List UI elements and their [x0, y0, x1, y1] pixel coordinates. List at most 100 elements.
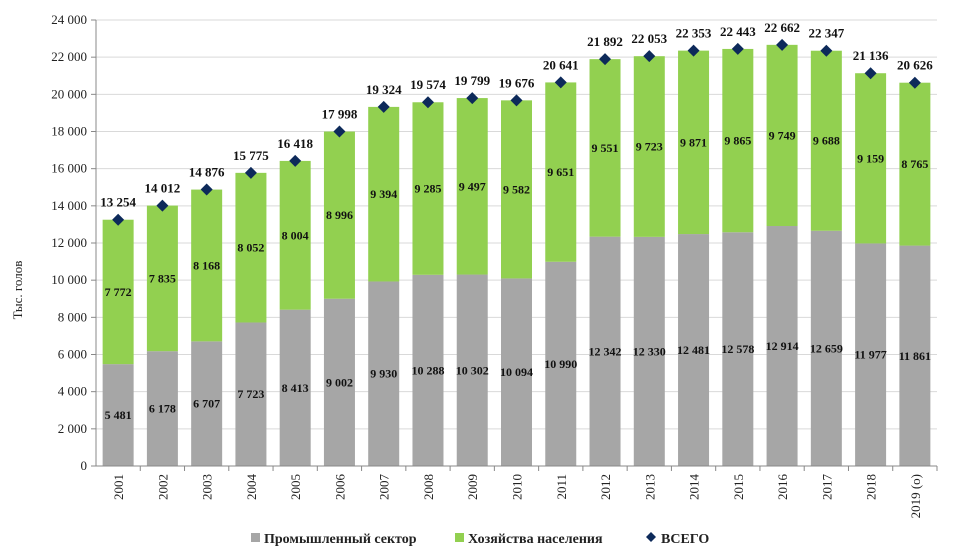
y-tick-label: 0 — [81, 458, 88, 473]
x-tick-label: 2004 — [244, 474, 259, 501]
label-industrial: 6 178 — [149, 402, 176, 416]
bar-industrial — [899, 245, 931, 466]
y-tick-label: 2 000 — [58, 421, 87, 436]
bar-industrial — [146, 351, 178, 466]
label-industrial: 10 302 — [456, 363, 489, 377]
y-tick-label: 16 000 — [51, 161, 87, 176]
total-marker — [731, 42, 744, 55]
y-tick-label: 6 000 — [58, 347, 87, 362]
label-industrial: 6 707 — [193, 397, 220, 411]
total-marker — [421, 96, 434, 109]
total-marker — [510, 94, 523, 107]
total-marker — [156, 199, 169, 212]
label-total: 13 254 — [100, 195, 136, 210]
x-tick-label: 2006 — [332, 474, 347, 501]
y-tick-label: 20 000 — [51, 86, 87, 101]
x-tick-label: 2018 — [864, 474, 879, 500]
label-total: 21 892 — [587, 34, 623, 49]
x-tick-label: 2003 — [200, 474, 215, 500]
bar-households — [678, 50, 710, 235]
label-industrial: 12 330 — [633, 344, 666, 358]
x-tick-label: 2015 — [731, 474, 746, 500]
bar-industrial — [102, 364, 134, 466]
bar-households — [589, 59, 621, 237]
x-tick-label: 2016 — [775, 474, 790, 501]
axes: 0 2 000 4 000 6 000 8 000 10 000 12 000 14 000 1… — [51, 12, 938, 518]
bar-households — [501, 100, 532, 279]
label-industrial: 8 413 — [282, 381, 309, 395]
total-marker — [289, 154, 302, 167]
total-marker — [776, 38, 789, 51]
bar-households — [412, 102, 444, 275]
label-households: 8 052 — [237, 241, 264, 255]
bar-industrial — [855, 243, 887, 466]
x-tick-label: 2019 (о) — [908, 474, 923, 518]
total-marker — [820, 44, 833, 57]
label-households: 7 835 — [149, 271, 176, 285]
bar-households — [146, 205, 178, 352]
data-labels: 5 481 7 772 13 254 6 178 7 835 14 012 6 707 8 1… — [100, 20, 933, 422]
x-tick-label: 2009 — [465, 474, 480, 500]
x-tick-label: 2017 — [819, 474, 834, 501]
legend-swatch-industrial — [251, 533, 260, 542]
bar-industrial — [456, 274, 488, 466]
label-industrial: 10 288 — [411, 363, 444, 377]
label-total: 20 641 — [543, 57, 579, 72]
x-tick-label: 2007 — [377, 474, 392, 501]
label-households: 7 772 — [105, 285, 132, 299]
total-marker — [244, 166, 257, 179]
bar-households — [456, 98, 488, 275]
bar-households — [855, 73, 887, 244]
label-households: 9 551 — [592, 141, 619, 155]
bar-industrial — [678, 234, 710, 466]
bar-industrial — [235, 322, 267, 466]
x-tick-label: 2013 — [642, 474, 657, 500]
label-industrial: 7 723 — [237, 387, 264, 401]
legend-label-households: Хозяйства населения — [468, 532, 603, 547]
x-tick-label: 2002 — [155, 474, 170, 500]
x-tick-label: 2010 — [510, 474, 525, 500]
bars — [102, 44, 931, 466]
label-households: 8 996 — [326, 208, 353, 222]
label-total: 21 136 — [853, 48, 889, 63]
total-marker — [333, 125, 346, 138]
label-households: 9 749 — [769, 128, 796, 142]
label-industrial: 11 861 — [899, 349, 931, 363]
y-tick-label: 24 000 — [51, 12, 87, 27]
label-total: 14 012 — [145, 181, 181, 196]
x-tick-label: 2001 — [111, 474, 126, 500]
bar-industrial — [633, 236, 665, 466]
total-marker — [112, 213, 125, 226]
label-industrial: 10 094 — [500, 365, 533, 379]
label-total: 19 676 — [499, 75, 535, 90]
y-axis-title: Тыс. голов — [10, 261, 25, 320]
x-tick-label: 2012 — [598, 474, 613, 500]
y-tick-label: 18 000 — [51, 124, 87, 139]
bar-industrial — [191, 341, 223, 466]
legend-diamond-icon — [646, 532, 656, 542]
x-tick-label: 2005 — [288, 474, 303, 500]
total-marker — [864, 67, 877, 80]
y-tick-label: 10 000 — [51, 272, 87, 287]
label-total: 17 998 — [322, 107, 358, 122]
label-households: 9 871 — [680, 135, 707, 149]
y-tick-label: 8 000 — [58, 309, 87, 324]
total-marker — [643, 50, 656, 63]
label-industrial: 12 342 — [589, 344, 622, 358]
x-tick-label: 2008 — [421, 474, 436, 500]
total-marker — [466, 92, 479, 105]
label-industrial: 10 990 — [544, 357, 577, 371]
label-industrial: 9 930 — [370, 367, 397, 381]
label-households: 9 582 — [503, 182, 530, 196]
label-total: 19 574 — [410, 77, 446, 92]
total-marker — [599, 53, 612, 66]
label-total: 20 626 — [897, 58, 933, 73]
bar-households — [279, 160, 311, 310]
bar-households — [191, 189, 223, 342]
label-households: 9 394 — [370, 187, 397, 201]
label-households: 9 159 — [857, 151, 884, 165]
label-total: 22 443 — [720, 24, 756, 39]
legend-swatch-households — [455, 533, 464, 542]
label-total: 19 799 — [454, 73, 490, 88]
